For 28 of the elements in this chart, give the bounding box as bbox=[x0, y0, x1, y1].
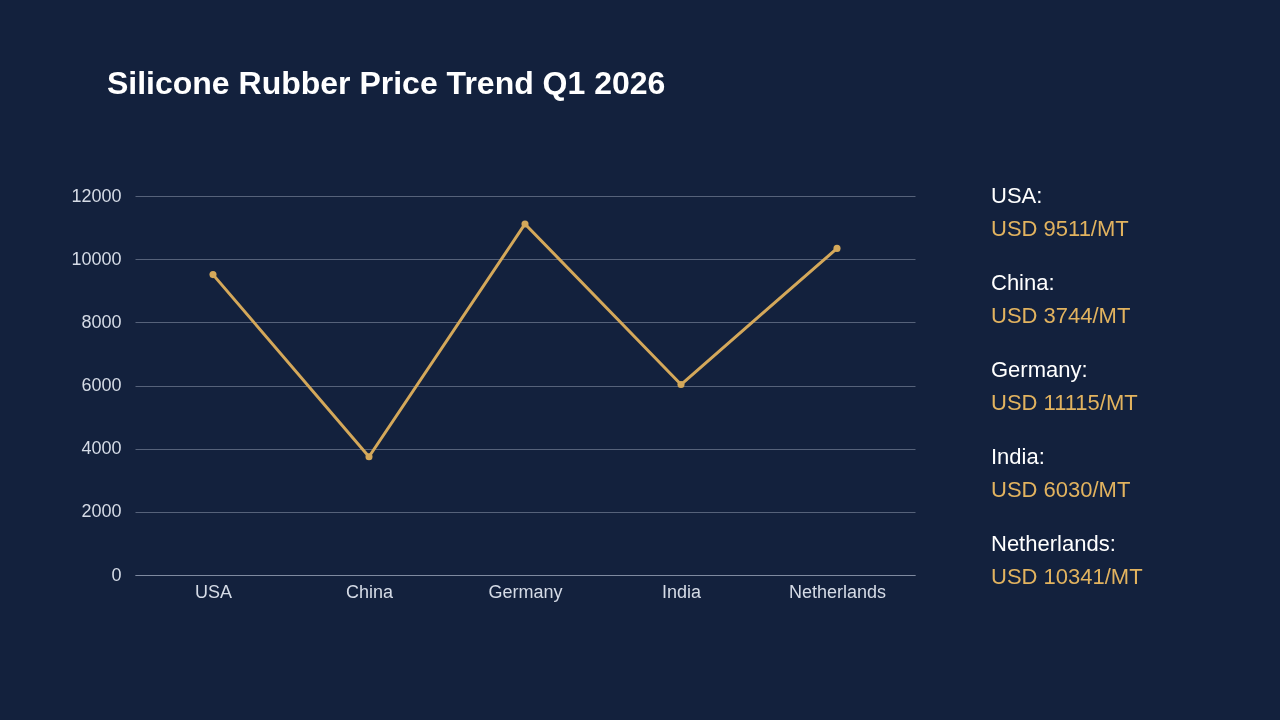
text: China: bbox=[991, 270, 1055, 295]
text: USD 9511/MT bbox=[991, 216, 1129, 241]
text: Netherlands: bbox=[991, 531, 1116, 556]
text: India: bbox=[991, 444, 1045, 469]
x-tick-label: India bbox=[661, 581, 702, 602]
x-tick-label: Netherlands bbox=[788, 581, 887, 602]
text: USA: bbox=[991, 183, 1043, 208]
y-tick-label: 6000 bbox=[81, 375, 122, 395]
x-tick-label: China bbox=[345, 581, 394, 602]
point bbox=[833, 244, 841, 252]
text: Germany: bbox=[991, 357, 1088, 382]
y-tick-label: 10000 bbox=[71, 248, 122, 269]
y-tick-label: 12000 bbox=[71, 185, 122, 206]
y-tick-label: 0 bbox=[111, 564, 122, 585]
y-tick-label: 8000 bbox=[81, 311, 122, 332]
x-tick-label: USA bbox=[194, 581, 233, 602]
point bbox=[209, 271, 217, 279]
point bbox=[521, 220, 529, 228]
text: USD 6030/MT bbox=[991, 477, 1131, 502]
text: USD 11115/MT bbox=[991, 390, 1138, 415]
x-tick-label: Germany bbox=[488, 581, 563, 602]
text: USD 10341/MT bbox=[991, 564, 1143, 589]
chart-title: Silicone Rubber Price Trend Q1 2026 bbox=[106, 65, 666, 101]
text: USD 3744/MT bbox=[991, 303, 1131, 328]
point bbox=[365, 453, 373, 461]
point bbox=[677, 381, 685, 389]
y-tick-label: 4000 bbox=[81, 438, 122, 459]
y-tick-label: 2000 bbox=[81, 501, 122, 522]
